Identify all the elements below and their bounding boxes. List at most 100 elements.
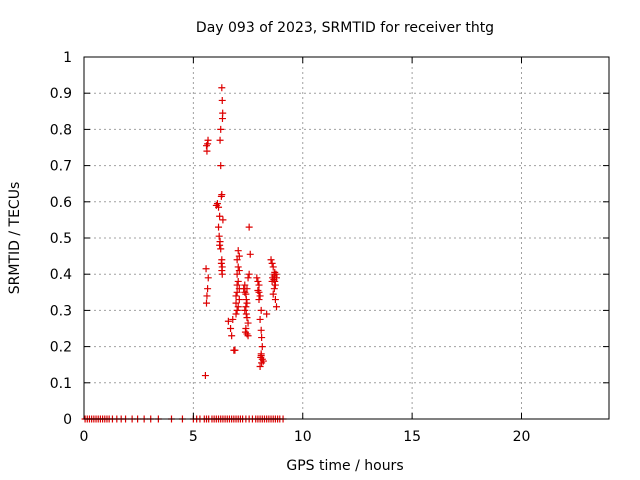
data-point bbox=[257, 352, 265, 360]
data-point bbox=[213, 200, 221, 208]
data-point bbox=[246, 250, 254, 258]
data-point bbox=[271, 296, 279, 304]
data-point bbox=[227, 325, 235, 332]
data-point bbox=[215, 232, 223, 240]
data-point bbox=[267, 256, 275, 264]
data-point bbox=[255, 281, 263, 289]
data-point bbox=[256, 315, 264, 323]
grid-lines bbox=[84, 57, 609, 419]
data-point bbox=[269, 263, 277, 271]
data-point bbox=[203, 292, 211, 300]
y-tick-label: 1 bbox=[63, 50, 72, 66]
data-point bbox=[263, 310, 271, 318]
data-point bbox=[218, 96, 226, 104]
data-point bbox=[232, 292, 240, 300]
data-point bbox=[258, 334, 266, 342]
data-point bbox=[242, 296, 250, 304]
data-point bbox=[204, 136, 212, 144]
data-point bbox=[235, 252, 243, 260]
data-point bbox=[243, 314, 251, 322]
y-tick-label: 0.3 bbox=[50, 303, 72, 319]
data-point bbox=[233, 288, 241, 296]
data-point bbox=[204, 285, 212, 293]
x-tick-label: 15 bbox=[403, 429, 421, 445]
data-point bbox=[255, 296, 263, 304]
data-point bbox=[219, 216, 227, 224]
data-point bbox=[234, 263, 242, 271]
data-point bbox=[204, 274, 212, 282]
data-point bbox=[218, 270, 226, 278]
y-tick-label: 0.4 bbox=[50, 267, 72, 283]
y-tick-label: 0 bbox=[63, 412, 72, 428]
data-point bbox=[269, 290, 277, 298]
data-point bbox=[254, 277, 262, 285]
data-points bbox=[81, 84, 287, 423]
data-point bbox=[241, 306, 249, 314]
data-point bbox=[217, 192, 225, 200]
data-point bbox=[271, 281, 279, 289]
y-tick-label: 0.2 bbox=[50, 340, 72, 356]
data-point bbox=[229, 315, 237, 323]
data-point bbox=[242, 310, 250, 318]
data-point bbox=[224, 317, 232, 325]
data-point bbox=[245, 223, 253, 231]
data-point bbox=[218, 84, 226, 92]
data-point bbox=[216, 212, 224, 220]
data-point bbox=[256, 292, 264, 300]
data-point bbox=[244, 274, 252, 282]
y-tick-label: 0.9 bbox=[50, 86, 72, 102]
data-point bbox=[234, 247, 242, 255]
chart-title: Day 093 of 2023, SRMTID for receiver tht… bbox=[196, 20, 494, 36]
data-point bbox=[233, 270, 241, 278]
data-point bbox=[235, 296, 243, 304]
y-tick-label: 0.7 bbox=[50, 159, 72, 175]
data-point bbox=[217, 125, 225, 133]
x-tick-labels: 0 5 10 15 20 bbox=[80, 429, 531, 445]
data-point bbox=[233, 281, 241, 289]
x-tick-label: 10 bbox=[294, 429, 312, 445]
data-point bbox=[215, 223, 223, 231]
y-tick-label: 0.6 bbox=[50, 195, 72, 211]
data-point bbox=[243, 285, 251, 293]
data-point bbox=[231, 346, 239, 354]
data-point bbox=[217, 259, 225, 267]
data-point bbox=[244, 332, 252, 340]
data-point bbox=[258, 355, 266, 363]
data-point bbox=[215, 203, 223, 211]
data-point bbox=[233, 256, 241, 264]
data-point bbox=[273, 274, 280, 282]
data-point bbox=[268, 277, 276, 285]
data-point bbox=[258, 343, 266, 351]
data-point bbox=[273, 303, 280, 311]
data-point bbox=[232, 299, 240, 307]
data-point bbox=[202, 265, 210, 273]
data-point bbox=[218, 115, 226, 123]
data-point bbox=[242, 303, 250, 311]
data-point bbox=[255, 288, 263, 296]
data-point bbox=[257, 326, 265, 334]
data-point bbox=[243, 330, 251, 338]
data-point bbox=[253, 274, 261, 282]
data-point bbox=[243, 299, 251, 307]
data-point bbox=[233, 306, 241, 314]
data-point bbox=[203, 142, 210, 150]
data-point bbox=[235, 267, 243, 275]
data-point bbox=[232, 310, 240, 318]
data-point bbox=[241, 281, 249, 289]
data-point bbox=[234, 303, 242, 311]
data-point bbox=[217, 245, 225, 253]
data-point bbox=[268, 259, 276, 267]
x-axis-label: GPS time / hours bbox=[286, 458, 403, 474]
y-tick-label: 0.8 bbox=[50, 122, 72, 138]
data-point bbox=[257, 306, 265, 314]
data-point bbox=[270, 285, 278, 293]
data-point bbox=[244, 319, 252, 327]
axis-ticks bbox=[83, 56, 609, 420]
y-axis-label: SRMTID / TECUs bbox=[7, 182, 23, 295]
x-tick-label: 5 bbox=[189, 429, 198, 445]
y-tick-label: 0.5 bbox=[50, 231, 72, 247]
data-point bbox=[245, 270, 253, 278]
data-point bbox=[217, 162, 225, 170]
data-point bbox=[216, 241, 224, 249]
